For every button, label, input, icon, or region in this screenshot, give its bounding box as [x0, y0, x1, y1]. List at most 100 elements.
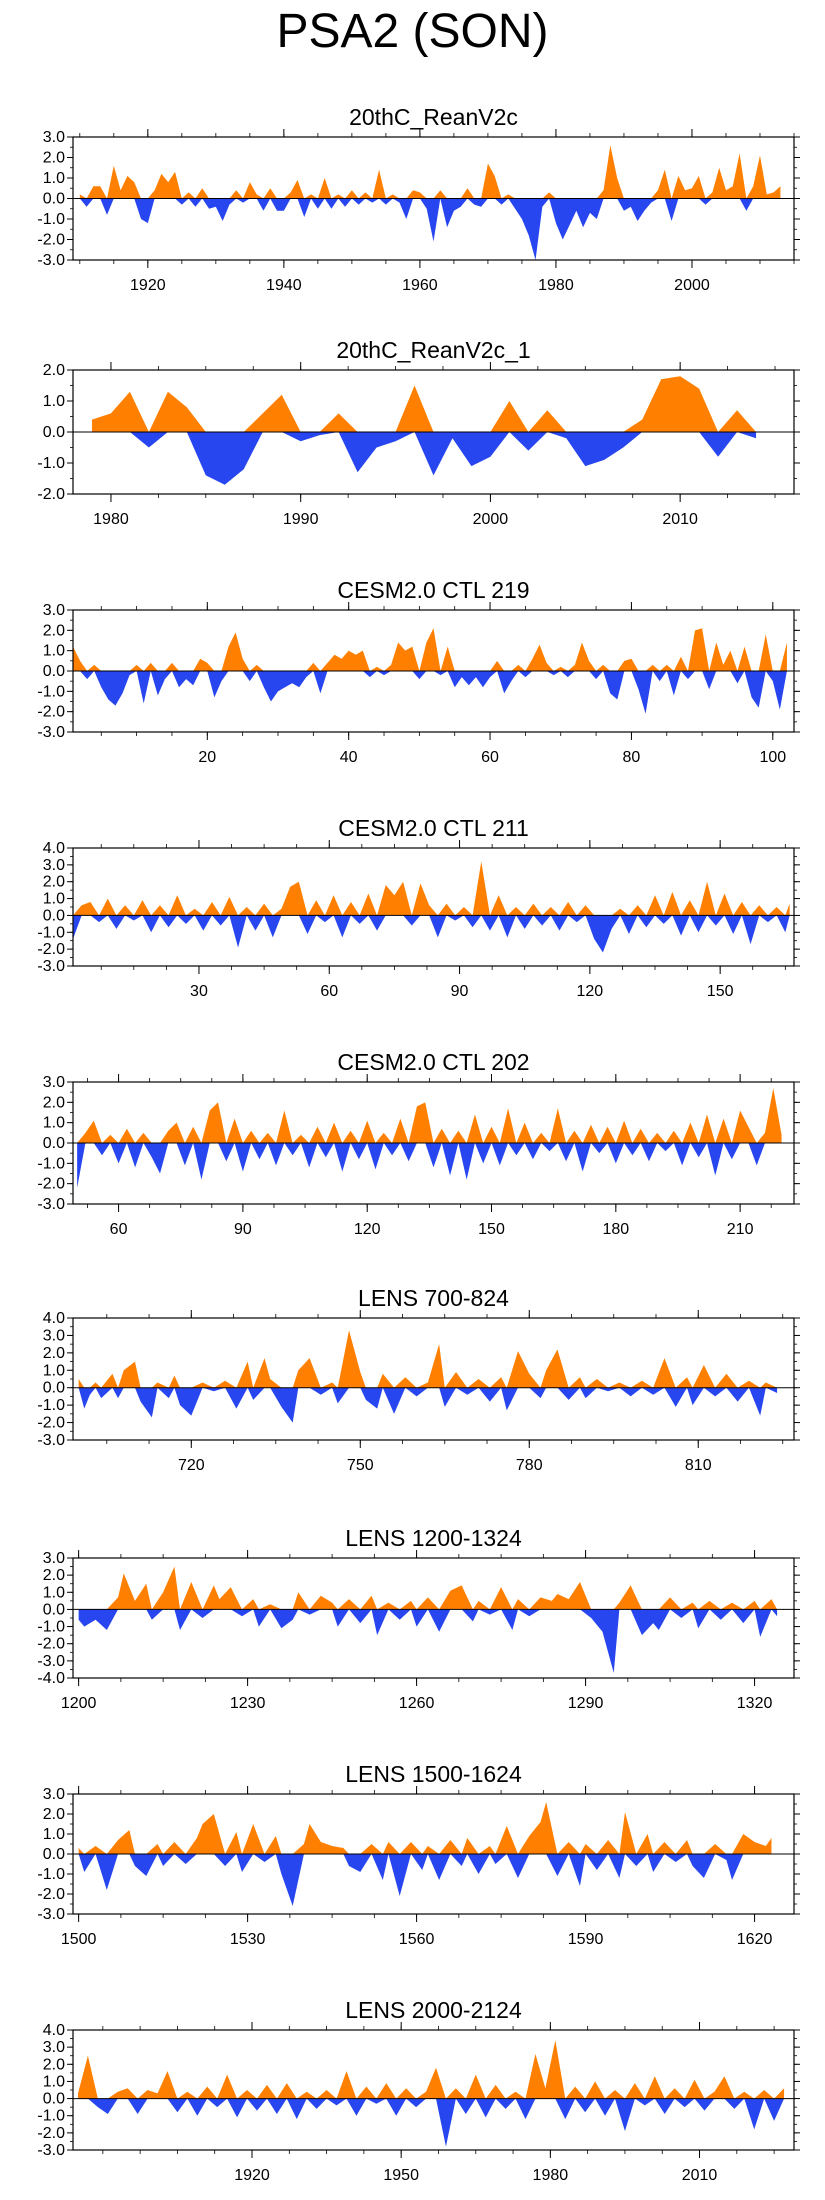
y-tick-label: -2.0: [37, 486, 65, 503]
x-tick-label: 1920: [130, 277, 166, 294]
y-tick-label: 2.0: [43, 150, 65, 167]
panel-4: CESM2.0 CTL 211 -3.0-2.0-1.00.01.02.03.04…: [37, 815, 800, 1000]
x-tick-label: 180: [602, 1221, 629, 1238]
y-tick-label: 1.0: [43, 393, 65, 410]
panel-title: CESM2.0 CTL 211: [338, 815, 528, 841]
positive-anomaly-area: [77, 2040, 785, 2099]
y-tick-label: -3.0: [37, 1196, 65, 1213]
x-tick-label: 60: [110, 1221, 128, 1238]
x-tick-label: 2000: [674, 277, 710, 294]
panel-title: CESM2.0 CTL 202: [337, 1049, 529, 1075]
panel-title: 20thC_ReanV2c: [349, 104, 518, 130]
y-tick-label: 4.0: [43, 1310, 65, 1327]
figure-title: PSA2 (SON): [276, 5, 549, 58]
y-tick-label: -3.0: [37, 252, 65, 269]
y-tick-label: 4.0: [43, 840, 65, 857]
panel-7: LENS 1200-1324 -4.0-3.0-2.0-1.00.01.02.03…: [37, 1525, 800, 1712]
negative-anomaly-area: [91, 432, 757, 485]
x-tick-label: 90: [234, 1221, 252, 1238]
y-tick-label: 0.0: [43, 424, 65, 441]
y-tick-label: -2.0: [37, 1176, 65, 1193]
y-tick-label: -3.0: [37, 2142, 65, 2159]
y-tick-label: -1.0: [37, 455, 65, 472]
y-tick-label: 3.0: [43, 1550, 65, 1567]
y-tick-label: -3.0: [37, 724, 65, 741]
y-tick-label: 0.0: [43, 1601, 65, 1618]
y-tick-label: -2.0: [37, 1415, 65, 1432]
x-tick-label: 1980: [93, 511, 129, 528]
x-tick-label: 1530: [230, 1931, 266, 1948]
panel-title: LENS 1200-1324: [345, 1525, 522, 1551]
negative-anomaly-area: [78, 1609, 778, 1673]
y-tick-label: 0.0: [43, 907, 65, 924]
y-tick-label: 3.0: [43, 2039, 65, 2056]
y-tick-label: 0.0: [43, 663, 65, 680]
x-tick-label: 150: [478, 1221, 505, 1238]
y-tick-label: 3.0: [43, 1786, 65, 1803]
panel-8: LENS 1500-1624 -3.0 -2.0 -1.0 0.0 1.0 2.0 3.0 15…: [37, 1761, 800, 1948]
y-tick-label: -1.0: [37, 683, 65, 700]
x-tick-label: 1290: [568, 1695, 604, 1712]
y-tick-label: 3.0: [43, 602, 65, 619]
x-tick-label: 1950: [383, 2167, 419, 2184]
x-tick-label: 60: [481, 749, 499, 766]
negative-anomaly-area: [78, 1854, 772, 1906]
panel-title: LENS 700-824: [358, 1285, 509, 1311]
y-tick-label: 0.0: [43, 1135, 65, 1152]
y-tick-label: 2.0: [43, 874, 65, 891]
y-tick-label: -3.0: [37, 958, 65, 975]
y-tick-label: 2.0: [43, 1345, 65, 1362]
negative-anomaly-area: [73, 915, 790, 953]
x-tick-label: 1500: [61, 1931, 97, 1948]
y-tick-label: -2.0: [37, 2125, 65, 2142]
y-tick-label: 2.0: [43, 1567, 65, 1584]
negative-anomaly-area: [73, 671, 787, 714]
y-tick-label: -1.0: [37, 1397, 65, 1414]
y-tick-label: -2.0: [37, 1886, 65, 1903]
panel-title: 20thC_ReanV2c_1: [336, 337, 530, 363]
x-tick-label: 210: [727, 1221, 754, 1238]
x-tick-label: 1940: [266, 277, 302, 294]
positive-anomaly-area: [77, 1088, 782, 1143]
y-tick-label: -1.0: [37, 1619, 65, 1636]
x-tick-label: 810: [685, 1457, 712, 1474]
y-tick-label: -1.0: [37, 1866, 65, 1883]
x-tick-label: 100: [759, 749, 786, 766]
x-tick-label: 1320: [737, 1695, 773, 1712]
panel-2: 20thC_ReanV2c_1 -2.0 -1.0 0.0 1.0 2.0 1980 1990…: [37, 337, 800, 528]
positive-anomaly-area: [78, 1566, 778, 1610]
x-tick-label: 120: [577, 983, 604, 1000]
y-tick-label: 0.0: [43, 191, 65, 208]
positive-anomaly-area: [73, 628, 787, 671]
y-tick-label: -3.0: [37, 1432, 65, 1449]
x-tick-label: 60: [320, 983, 338, 1000]
x-tick-label: 1960: [402, 277, 438, 294]
y-tick-label: -3.0: [37, 1653, 65, 1670]
x-tick-label: 80: [623, 749, 641, 766]
panel-9: LENS 2000-2124 -3.0-2.0-1.00.01.02.03.04.…: [37, 1997, 800, 2184]
x-tick-label: 90: [451, 983, 469, 1000]
x-tick-label: 1990: [283, 511, 319, 528]
x-tick-label: 780: [516, 1457, 543, 1474]
y-tick-label: 4.0: [43, 2022, 65, 2039]
panel-title: CESM2.0 CTL 219: [337, 577, 529, 603]
panel-6: LENS 700-824 -3.0-2.0-1.00.01.02.03.04.0 7…: [37, 1285, 800, 1474]
positive-anomaly-area: [78, 1330, 778, 1388]
x-tick-label: 1920: [234, 2167, 270, 2184]
y-tick-label: 1.0: [43, 1584, 65, 1601]
x-tick-label: 1560: [399, 1931, 435, 1948]
y-tick-label: 2.0: [43, 2056, 65, 2073]
y-tick-label: 2.0: [43, 622, 65, 639]
panel-1: 20thC_ReanV2c -3.0 -2.0 -1.0 0.0 1.0 2.0 3.0 192…: [37, 104, 800, 294]
x-tick-label: 1980: [533, 2167, 569, 2184]
y-tick-label: 1.0: [43, 1826, 65, 1843]
positive-anomaly-area: [79, 145, 781, 199]
panel-title: LENS 2000-2124: [345, 1997, 522, 2023]
x-tick-label: 1260: [399, 1695, 435, 1712]
y-tick-label: 0.0: [43, 2091, 65, 2108]
y-tick-label: -2.0: [37, 232, 65, 249]
x-tick-label: 750: [347, 1457, 374, 1474]
panel-title: LENS 1500-1624: [345, 1761, 522, 1787]
y-tick-label: 1.0: [43, 1362, 65, 1379]
y-tick-label: 3.0: [43, 1074, 65, 1091]
